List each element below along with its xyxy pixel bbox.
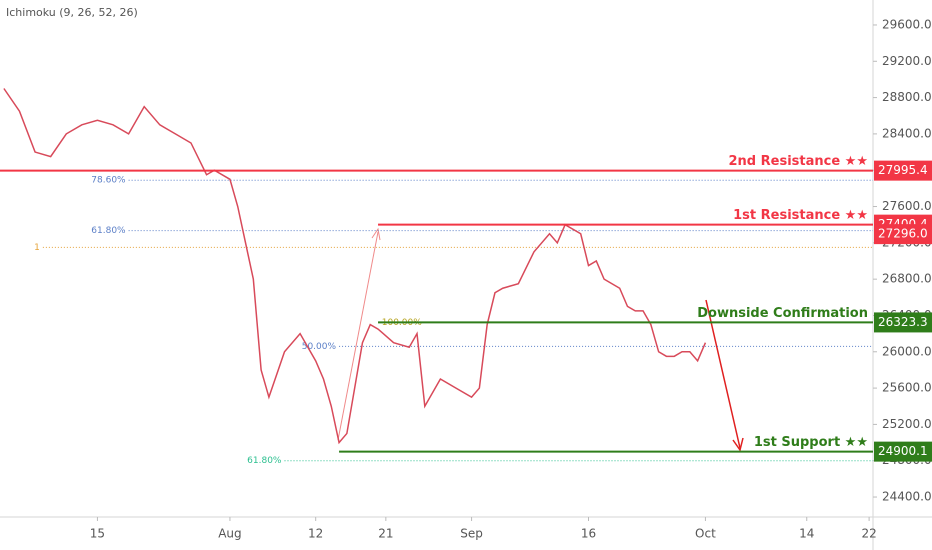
y-tick-label: 29200.0 (882, 54, 932, 68)
level-label: Downside Confirmation (697, 306, 868, 321)
x-tick-label: 22 (861, 527, 876, 541)
x-tick-label: Oct (695, 527, 716, 541)
x-tick-label: Aug (218, 527, 241, 541)
y-tick-label: 28400.0 (882, 126, 932, 140)
down-arrow-head (732, 437, 744, 452)
y-tick-label: 25200.0 (882, 417, 932, 431)
price-tag-label: 27296.0 (878, 227, 928, 241)
down-arrow (705, 299, 741, 449)
price-tag-label: 27995.4 (878, 163, 928, 177)
fib-label: 1 (34, 243, 40, 253)
y-tick-label: 26000.0 (882, 344, 932, 358)
y-tick-label: 29600.0 (882, 17, 932, 31)
x-tick-label: 15 (90, 527, 105, 541)
up-arrow-head (371, 227, 381, 241)
y-tick-label: 28800.0 (882, 90, 932, 104)
level-label: 1st Support ★★ (754, 435, 868, 450)
price-tag (874, 224, 932, 245)
fib-label: 61.80% (247, 456, 282, 466)
price-tag (874, 312, 932, 333)
y-tick-label: 24400.0 (882, 490, 932, 504)
price-tag-label: 24900.1 (878, 444, 928, 458)
x-tick-label: 21 (378, 527, 393, 541)
x-tick-label: 12 (308, 527, 323, 541)
price-tag-label: 26323.3 (878, 315, 928, 329)
price-line (3, 88, 707, 445)
fib-label: 50.00% (302, 342, 337, 352)
level-label: 1st Resistance ★★ (733, 208, 868, 223)
indicator-label: Ichimoku (9, 26, 52, 26) (6, 6, 138, 19)
price-tag (874, 441, 932, 462)
x-tick-label: 14 (799, 527, 814, 541)
x-tick-label: 16 (581, 527, 596, 541)
x-tick-label: Sep (460, 527, 483, 541)
y-tick-label: 25600.0 (882, 381, 932, 395)
up-arrow (337, 231, 379, 441)
level-label: 2nd Resistance ★★ (729, 154, 869, 169)
fib-label: 78.60% (91, 176, 126, 186)
y-tick-label: 27600.0 (882, 199, 932, 213)
price-tag (874, 160, 932, 181)
fib-label: 61.80% (91, 226, 126, 236)
y-tick-label: 26800.0 (882, 272, 932, 286)
